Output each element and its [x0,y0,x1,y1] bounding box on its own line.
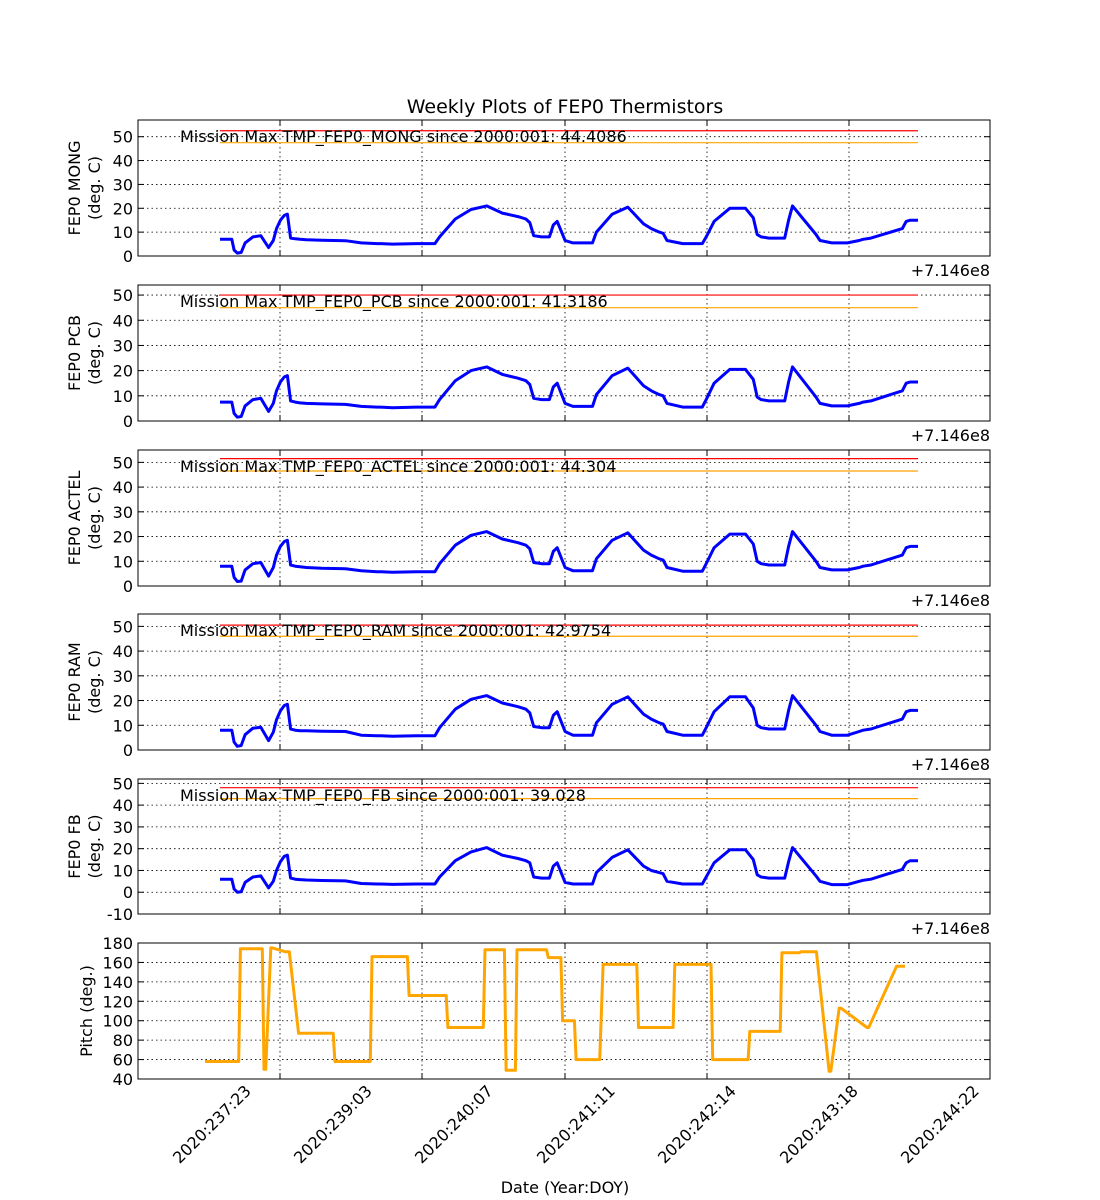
y-tick-label: 30 [113,175,133,194]
y-axis-unit-label: (deg. C) [85,321,104,385]
y-tick-label: 20 [113,840,133,859]
temperature-series-line [220,694,918,748]
mission-max-annotation: Mission Max TMP_FEP0_FB since 2000:001: … [180,786,586,806]
y-axis-label: FEP0 MONG [65,141,84,236]
y-tick-label: 10 [113,552,133,571]
y-tick-label: 60 [113,1051,133,1070]
y-tick-label: 80 [113,1031,133,1050]
mission-max-annotation: Mission Max TMP_FEP0_MONG since 2000:001… [180,127,627,147]
mission-max-annotation: Mission Max TMP_FEP0_RAM since 2000:001:… [180,621,611,641]
y-tick-label: 30 [113,667,133,686]
x-offset-label: +7.146e8 [911,919,990,938]
panels: 0 10 20 30 40 50 Mission Max TMP_FEP0_MONG sin… [65,119,991,1089]
panel-1: 0 10 20 30 40 50 Mission Max TMP_FEP0_MONG sin… [65,119,991,280]
y-axis-label: FEP0 FB [65,814,84,878]
y-tick-label: -10 [107,905,133,924]
x-tick-label: 2020:242:14 [654,1081,740,1167]
y-tick-label: 0 [123,741,133,760]
y-tick-label: 0 [123,577,133,596]
y-tick-label: 0 [123,412,133,431]
y-tick-label: 0 [123,247,133,266]
x-offset-label: +7.146e8 [911,591,990,610]
y-tick-label: 30 [113,336,133,355]
axes-frame [137,449,991,587]
axes-frame [137,119,991,257]
y-tick-label: 0 [123,883,133,902]
x-tick-label: 2020:237:23 [169,1081,255,1167]
x-tick-label: 2020:241:11 [533,1081,619,1167]
x-tick-labels: 2020:237:23 2020:239:03 2020:240:07 2020:24… [169,1081,983,1167]
x-tick-label: 2020:244:22 [897,1081,983,1167]
mission-max-annotation: Mission Max TMP_FEP0_PCB since 2000:001:… [180,292,608,312]
x-tick-label: 2020:240:07 [411,1081,497,1167]
y-tick-label: 20 [113,199,133,218]
y-tick-label: 10 [113,223,133,242]
y-tick-label: 160 [102,953,133,972]
y-tick-label: 140 [102,973,133,992]
mission-max-annotation: Mission Max TMP_FEP0_ACTEL since 2000:00… [180,457,616,477]
panel-5: -10 0 10 20 30 40 50 Mission Max TMP_FEP0_FB si… [65,774,991,938]
temperature-series-line [220,204,918,255]
y-tick-label: 40 [113,1070,133,1089]
temperature-series-line [220,365,918,419]
y-axis-unit-label: (deg. C) [85,486,104,550]
y-tick-label: 50 [113,453,133,472]
y-tick-label: 180 [102,934,133,953]
x-tick-label: 2020:243:18 [776,1081,862,1167]
x-offset-label: +7.146e8 [911,755,990,774]
x-axis-label: Date (Year:DOY) [501,1178,630,1197]
y-axis-unit-label: (deg. C) [85,815,104,879]
y-axis-unit-label: (deg. C) [85,650,104,714]
y-axis-label: FEP0 ACTEL [65,470,84,565]
panel-3: 0 10 20 30 40 50 Mission Max TMP_FEP0_ACTEL si… [65,449,991,610]
y-tick-label: 40 [113,642,133,661]
y-tick-label: 40 [113,478,133,497]
axes-frame [137,942,991,1080]
y-tick-label: 10 [113,387,133,406]
y-tick-label: 40 [113,311,133,330]
x-tick-label: 2020:239:03 [290,1081,376,1167]
y-tick-label: 40 [113,796,133,815]
y-axis-label: FEP0 RAM [65,642,84,721]
y-axis-label: Pitch (deg.) [77,965,96,1057]
temperature-series-line [220,846,918,894]
panel-4: 0 10 20 30 40 50 Mission Max TMP_FEP0_RAM sinc… [65,613,991,774]
x-offset-label: +7.146e8 [911,426,990,445]
y-tick-label: 120 [102,992,133,1011]
panel-2: 0 10 20 30 40 50 Mission Max TMP_FEP0_PCB sinc… [65,284,991,445]
y-tick-label: 10 [113,716,133,735]
y-tick-label: 50 [113,286,133,305]
axes-frame [137,284,991,422]
figure-title: Weekly Plots of FEP0 Thermistors [407,96,724,118]
y-tick-label: 20 [113,692,133,711]
y-tick-label: 100 [102,1012,133,1031]
y-tick-label: 40 [113,152,133,171]
temperature-series-line [220,530,918,583]
y-tick-label: 20 [113,528,133,547]
y-tick-label: 30 [113,818,133,837]
x-offset-label: +7.146e8 [911,261,990,280]
y-tick-label: 10 [113,861,133,880]
y-tick-label: 20 [113,362,133,381]
axes-frame [137,778,991,915]
y-tick-label: 30 [113,503,133,522]
y-tick-label: 50 [113,617,133,636]
y-tick-label: 50 [113,128,133,147]
pitch-series-line [205,946,905,1073]
axes-frame [137,613,991,751]
y-axis-label: FEP0 PCB [65,315,84,391]
y-axis-unit-label: (deg. C) [85,156,104,220]
y-tick-label: 50 [113,774,133,793]
